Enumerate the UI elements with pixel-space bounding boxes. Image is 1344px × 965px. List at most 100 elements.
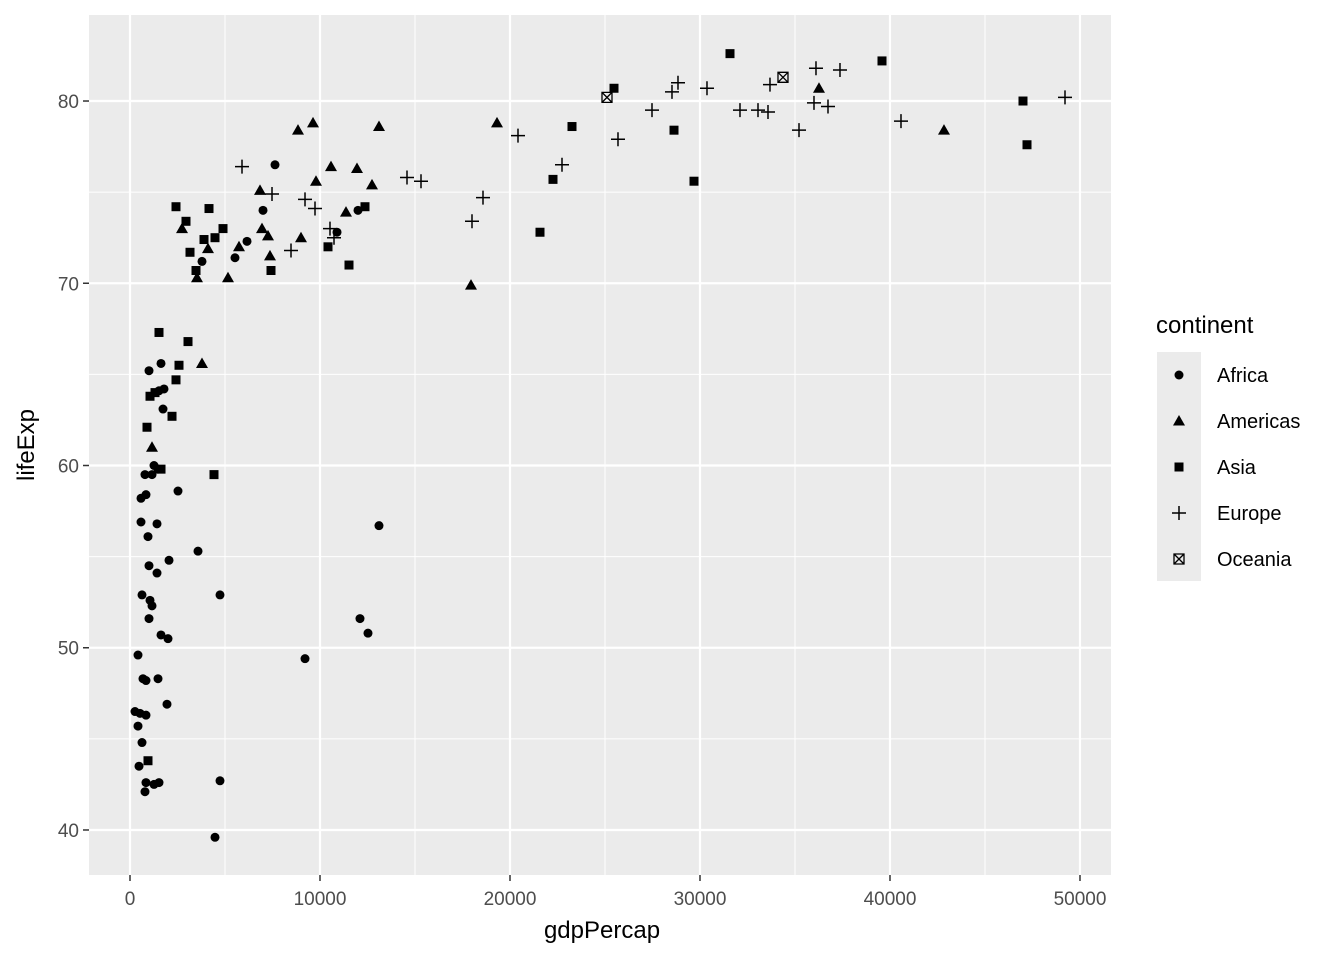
point <box>344 260 354 270</box>
point <box>181 216 191 226</box>
point <box>199 235 209 245</box>
point <box>363 628 373 638</box>
point <box>140 470 150 480</box>
point <box>670 75 685 90</box>
point <box>133 650 143 660</box>
point <box>171 202 181 212</box>
point <box>360 202 370 212</box>
x-tick-label: 50000 <box>1054 889 1107 910</box>
x-tick-label: 30000 <box>674 889 727 910</box>
point <box>806 95 821 110</box>
point <box>141 710 151 720</box>
point <box>147 470 157 480</box>
point <box>137 738 147 748</box>
legend-label: Oceania <box>1217 549 1292 571</box>
point <box>491 116 504 128</box>
y-axis-label: lifeExp <box>13 409 40 481</box>
point <box>610 132 625 147</box>
point <box>760 104 775 119</box>
point <box>195 357 208 368</box>
point <box>146 441 159 452</box>
point <box>164 555 174 565</box>
point <box>253 184 266 195</box>
point <box>325 160 338 172</box>
point <box>609 83 619 93</box>
point <box>664 84 679 99</box>
point <box>307 116 320 128</box>
legend-key <box>1174 462 1184 472</box>
point <box>510 128 525 143</box>
point <box>937 124 950 135</box>
point <box>147 601 157 611</box>
point <box>167 411 177 421</box>
point <box>645 103 660 118</box>
point <box>366 178 379 190</box>
point <box>210 233 220 243</box>
point <box>261 229 274 241</box>
point <box>162 699 172 709</box>
point <box>812 82 825 93</box>
point <box>1018 96 1028 106</box>
x-tick-label: 20000 <box>484 889 537 910</box>
point <box>156 464 166 474</box>
point <box>332 227 342 237</box>
point <box>291 124 304 135</box>
point <box>143 756 153 766</box>
point <box>555 157 569 172</box>
point <box>323 242 333 252</box>
point <box>145 391 155 401</box>
point <box>242 236 252 246</box>
point <box>150 388 160 398</box>
legend-label: Asia <box>1217 457 1257 479</box>
point <box>142 422 152 432</box>
y-tick-label: 50 <box>58 639 79 660</box>
point <box>1022 140 1032 150</box>
point <box>339 206 352 217</box>
legend-key <box>1173 553 1185 565</box>
y-tick-label: 70 <box>58 274 79 295</box>
point <box>350 162 363 173</box>
point <box>265 186 280 201</box>
point <box>400 170 414 185</box>
point <box>140 787 150 797</box>
legend-label: Africa <box>1217 365 1269 387</box>
point <box>300 654 310 664</box>
point <box>832 63 847 78</box>
y-tick-label: 60 <box>58 457 79 478</box>
point <box>751 103 766 118</box>
point <box>309 175 322 186</box>
legend-key <box>1173 415 1185 426</box>
point <box>464 279 477 290</box>
point <box>762 77 777 92</box>
point <box>154 778 164 788</box>
point <box>215 776 225 786</box>
legend-title: continent <box>1156 312 1254 339</box>
point <box>210 832 220 842</box>
point <box>732 103 747 118</box>
point <box>893 114 908 129</box>
point <box>266 266 276 276</box>
point <box>233 240 246 252</box>
point <box>322 221 337 236</box>
point <box>669 125 679 135</box>
point <box>134 761 144 771</box>
point <box>355 614 365 624</box>
x-axis-label: gdpPercap <box>544 917 660 944</box>
point <box>204 204 214 214</box>
point <box>601 91 613 104</box>
point <box>197 256 207 266</box>
point <box>153 674 163 684</box>
point <box>141 676 151 686</box>
point <box>173 486 183 496</box>
point <box>191 266 201 276</box>
point <box>174 360 184 370</box>
point <box>372 120 385 132</box>
point <box>464 214 479 229</box>
point <box>149 461 159 471</box>
point <box>152 568 162 578</box>
point <box>144 366 154 376</box>
point <box>725 49 735 59</box>
point <box>163 634 173 644</box>
